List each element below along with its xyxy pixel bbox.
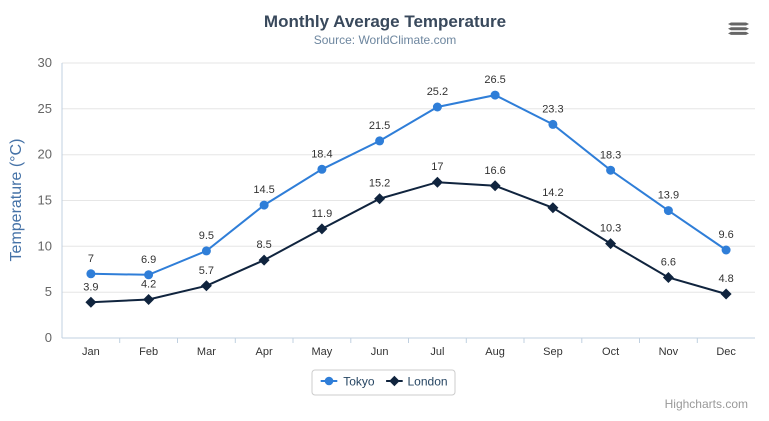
svg-text:25.2: 25.2 bbox=[427, 86, 448, 98]
svg-text:14.5: 14.5 bbox=[253, 184, 274, 196]
svg-text:7: 7 bbox=[88, 253, 94, 265]
svg-text:15.2: 15.2 bbox=[369, 178, 390, 190]
svg-text:Apr: Apr bbox=[256, 346, 273, 358]
svg-text:Monthly Average Temperature: Monthly Average Temperature bbox=[264, 12, 506, 31]
svg-text:Dec: Dec bbox=[716, 346, 736, 358]
svg-text:20: 20 bbox=[38, 147, 52, 162]
svg-text:London: London bbox=[408, 375, 448, 389]
svg-text:Jun: Jun bbox=[371, 346, 389, 358]
svg-text:18.4: 18.4 bbox=[311, 148, 332, 160]
svg-text:Source: WorldClimate.com: Source: WorldClimate.com bbox=[314, 33, 457, 47]
svg-text:9.6: 9.6 bbox=[718, 229, 733, 241]
svg-text:Jan: Jan bbox=[82, 346, 100, 358]
svg-text:4.8: 4.8 bbox=[718, 273, 733, 285]
svg-text:5: 5 bbox=[45, 284, 52, 299]
svg-text:18.3: 18.3 bbox=[600, 149, 621, 161]
svg-text:5.7: 5.7 bbox=[199, 265, 214, 277]
svg-text:8.5: 8.5 bbox=[256, 239, 271, 251]
svg-text:25: 25 bbox=[38, 101, 52, 116]
svg-text:0: 0 bbox=[45, 330, 52, 345]
svg-text:10: 10 bbox=[38, 238, 52, 253]
svg-text:30: 30 bbox=[38, 55, 52, 70]
svg-text:Nov: Nov bbox=[659, 346, 679, 358]
svg-text:26.5: 26.5 bbox=[484, 74, 505, 86]
svg-text:23.3: 23.3 bbox=[542, 103, 563, 115]
svg-text:3.9: 3.9 bbox=[83, 281, 98, 293]
svg-text:Highcharts.com: Highcharts.com bbox=[665, 397, 748, 411]
svg-text:21.5: 21.5 bbox=[369, 120, 390, 132]
svg-text:May: May bbox=[312, 346, 333, 358]
svg-text:10.3: 10.3 bbox=[600, 223, 621, 235]
svg-text:Temperature (°C): Temperature (°C) bbox=[8, 139, 25, 262]
svg-text:6.6: 6.6 bbox=[661, 257, 676, 269]
svg-text:Tokyo: Tokyo bbox=[343, 375, 375, 389]
svg-text:6.9: 6.9 bbox=[141, 254, 156, 266]
svg-text:9.5: 9.5 bbox=[199, 230, 214, 242]
svg-text:Mar: Mar bbox=[197, 346, 216, 358]
svg-text:Jul: Jul bbox=[430, 346, 444, 358]
svg-text:4.2: 4.2 bbox=[141, 279, 156, 291]
svg-text:11.9: 11.9 bbox=[312, 208, 333, 220]
svg-text:Sep: Sep bbox=[543, 346, 563, 358]
svg-text:Oct: Oct bbox=[602, 346, 619, 358]
svg-text:16.6: 16.6 bbox=[484, 165, 505, 177]
svg-text:17: 17 bbox=[431, 161, 443, 173]
svg-text:Aug: Aug bbox=[485, 346, 505, 358]
svg-text:15: 15 bbox=[38, 193, 52, 208]
svg-text:14.2: 14.2 bbox=[542, 187, 563, 199]
svg-text:13.9: 13.9 bbox=[658, 190, 679, 202]
svg-text:Feb: Feb bbox=[139, 346, 158, 358]
